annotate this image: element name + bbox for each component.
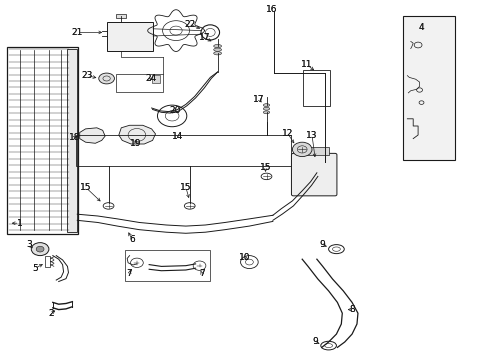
Bar <box>303 70 329 106</box>
Text: 4: 4 <box>418 23 424 32</box>
Text: 9: 9 <box>312 338 318 346</box>
Text: 24: 24 <box>144 74 156 83</box>
Text: 14: 14 <box>171 132 183 141</box>
Text: 13: 13 <box>305 131 317 140</box>
Text: 7: 7 <box>126 269 132 278</box>
Ellipse shape <box>213 45 221 48</box>
Text: 11: 11 <box>301 60 312 69</box>
Bar <box>116 74 163 92</box>
Text: 14: 14 <box>171 132 183 141</box>
Text: 15: 15 <box>80 183 91 192</box>
Text: 2: 2 <box>48 309 54 318</box>
Circle shape <box>31 243 49 256</box>
Text: 12: 12 <box>281 129 293 138</box>
Text: 15: 15 <box>259 163 271 172</box>
Bar <box>76 135 290 166</box>
Ellipse shape <box>263 104 269 107</box>
Bar <box>106 22 153 51</box>
Text: 16: 16 <box>265 5 277 14</box>
Text: 19: 19 <box>130 139 142 148</box>
Text: 1: 1 <box>17 219 22 228</box>
Ellipse shape <box>213 52 221 55</box>
Text: 7: 7 <box>199 269 204 278</box>
Bar <box>124 250 210 281</box>
Polygon shape <box>80 128 105 143</box>
Text: 1: 1 <box>17 219 22 228</box>
Text: 17: 17 <box>253 95 264 104</box>
Polygon shape <box>119 125 155 144</box>
Ellipse shape <box>213 48 221 51</box>
Ellipse shape <box>99 73 114 84</box>
Text: 22: 22 <box>183 20 195 29</box>
Text: 9: 9 <box>319 240 325 249</box>
Text: 15: 15 <box>80 183 91 192</box>
Circle shape <box>292 142 311 157</box>
Text: 11: 11 <box>301 60 312 69</box>
Text: 17: 17 <box>253 95 264 104</box>
Text: 8: 8 <box>348 305 354 314</box>
Bar <box>67 49 77 232</box>
Text: 16: 16 <box>265 5 277 14</box>
Text: 21: 21 <box>71 28 83 37</box>
Circle shape <box>36 246 44 252</box>
Text: 15: 15 <box>180 183 191 192</box>
Text: 20: 20 <box>169 107 181 116</box>
Bar <box>45 256 50 267</box>
Text: 12: 12 <box>281 129 293 138</box>
Text: 17: 17 <box>198 33 210 42</box>
Bar <box>151 75 160 83</box>
Text: 23: 23 <box>81 71 93 80</box>
Text: 17: 17 <box>198 33 210 42</box>
Text: 24: 24 <box>144 74 156 83</box>
Text: 23: 23 <box>81 71 93 80</box>
Ellipse shape <box>263 111 269 114</box>
Text: 15: 15 <box>180 183 191 192</box>
Text: 15: 15 <box>259 163 271 172</box>
Text: 10: 10 <box>238 253 250 262</box>
Bar <box>116 14 126 18</box>
Text: 4: 4 <box>418 23 424 32</box>
Text: 5: 5 <box>32 264 38 273</box>
Bar <box>299 147 328 155</box>
Text: 6: 6 <box>129 235 135 244</box>
Text: 21: 21 <box>71 28 83 37</box>
Text: 7: 7 <box>126 269 132 278</box>
Text: 13: 13 <box>305 131 317 140</box>
Text: 9: 9 <box>319 240 325 249</box>
Text: 20: 20 <box>169 107 181 116</box>
Text: 18: 18 <box>68 133 80 142</box>
Text: 9: 9 <box>312 338 318 346</box>
Text: 8: 8 <box>348 305 354 314</box>
Bar <box>7 47 78 234</box>
Text: 19: 19 <box>130 139 142 148</box>
Ellipse shape <box>263 107 269 110</box>
FancyBboxPatch shape <box>291 153 336 196</box>
Text: 3: 3 <box>26 240 32 249</box>
Text: 6: 6 <box>129 235 135 244</box>
Text: 3: 3 <box>26 240 32 249</box>
Text: 5: 5 <box>32 264 38 273</box>
Text: 2: 2 <box>48 309 54 318</box>
Text: 10: 10 <box>238 253 250 262</box>
Text: 7: 7 <box>199 269 204 278</box>
Bar <box>403 16 454 160</box>
Text: 18: 18 <box>68 133 80 142</box>
Text: 22: 22 <box>183 20 195 29</box>
